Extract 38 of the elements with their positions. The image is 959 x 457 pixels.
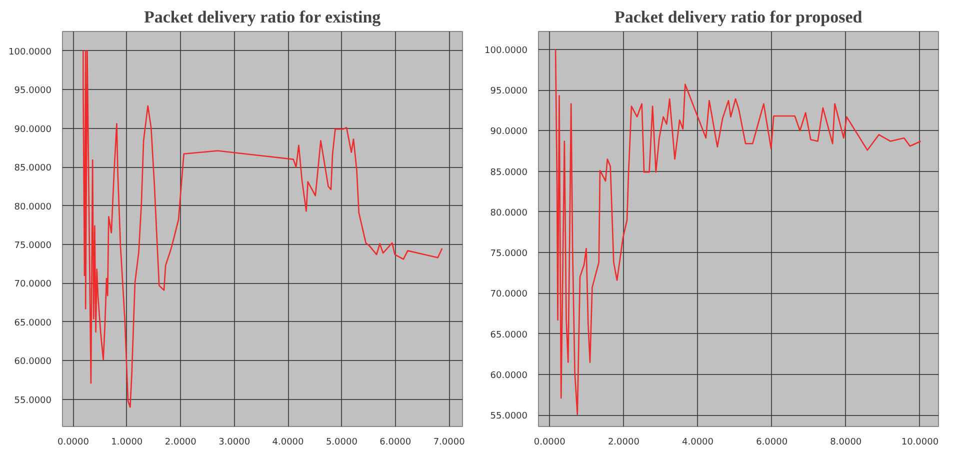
y-tick-label: 100.0000 xyxy=(484,46,528,56)
chart-title: Packet delivery ratio for existing xyxy=(144,8,382,26)
y-tick-label: 85.0000 xyxy=(14,164,52,174)
y-tick-label: 60.0000 xyxy=(14,357,52,368)
y-tick-label: 70.0000 xyxy=(490,290,528,300)
x-tick-label: 1.0000 xyxy=(111,438,143,448)
y-tick-label: 65.0000 xyxy=(14,318,52,328)
x-tick-label: 2.0000 xyxy=(164,438,197,448)
y-tick-label: 70.0000 xyxy=(14,280,52,290)
x-tick-label: 2.0000 xyxy=(608,438,640,448)
y-tick-label: 100.0000 xyxy=(8,47,52,58)
y-tick-label: 80.0000 xyxy=(490,208,528,218)
y-tick-label: 65.0000 xyxy=(490,330,528,340)
x-tick-label: 5.0000 xyxy=(326,438,358,448)
x-tick-label: 3.0000 xyxy=(218,438,250,448)
y-tick-label: 75.0000 xyxy=(14,240,52,251)
x-tick-label: 4.0000 xyxy=(682,438,714,448)
y-tick-label: 80.0000 xyxy=(14,202,52,212)
y-tick-label: 75.0000 xyxy=(490,249,528,260)
line-series xyxy=(554,48,922,415)
chart-title: Packet delivery ratio for proposed xyxy=(614,8,863,26)
x-tick-label: 0.0000 xyxy=(534,438,566,448)
x-tick-label: 6.0000 xyxy=(380,438,412,448)
line-series xyxy=(82,50,443,408)
x-tick-label: 8.0000 xyxy=(830,438,862,448)
y-tick-label: 95.0000 xyxy=(490,86,528,97)
y-tick-label: 90.0000 xyxy=(14,124,52,135)
y-tick-label: 60.0000 xyxy=(490,370,528,381)
y-tick-label: 95.0000 xyxy=(14,86,52,96)
y-tick-label: 85.0000 xyxy=(490,168,528,178)
x-tick-label: 4.0000 xyxy=(272,438,304,448)
y-tick-label: 55.0000 xyxy=(14,396,52,406)
x-tick-label: 0.0000 xyxy=(57,438,90,448)
x-tick-label: 7.0000 xyxy=(433,438,466,448)
y-tick-label: 90.0000 xyxy=(490,127,528,138)
y-tick-label: 55.0000 xyxy=(490,412,528,422)
x-tick-label: 6.0000 xyxy=(756,438,788,448)
x-tick-label: 10.0000 xyxy=(901,438,939,448)
